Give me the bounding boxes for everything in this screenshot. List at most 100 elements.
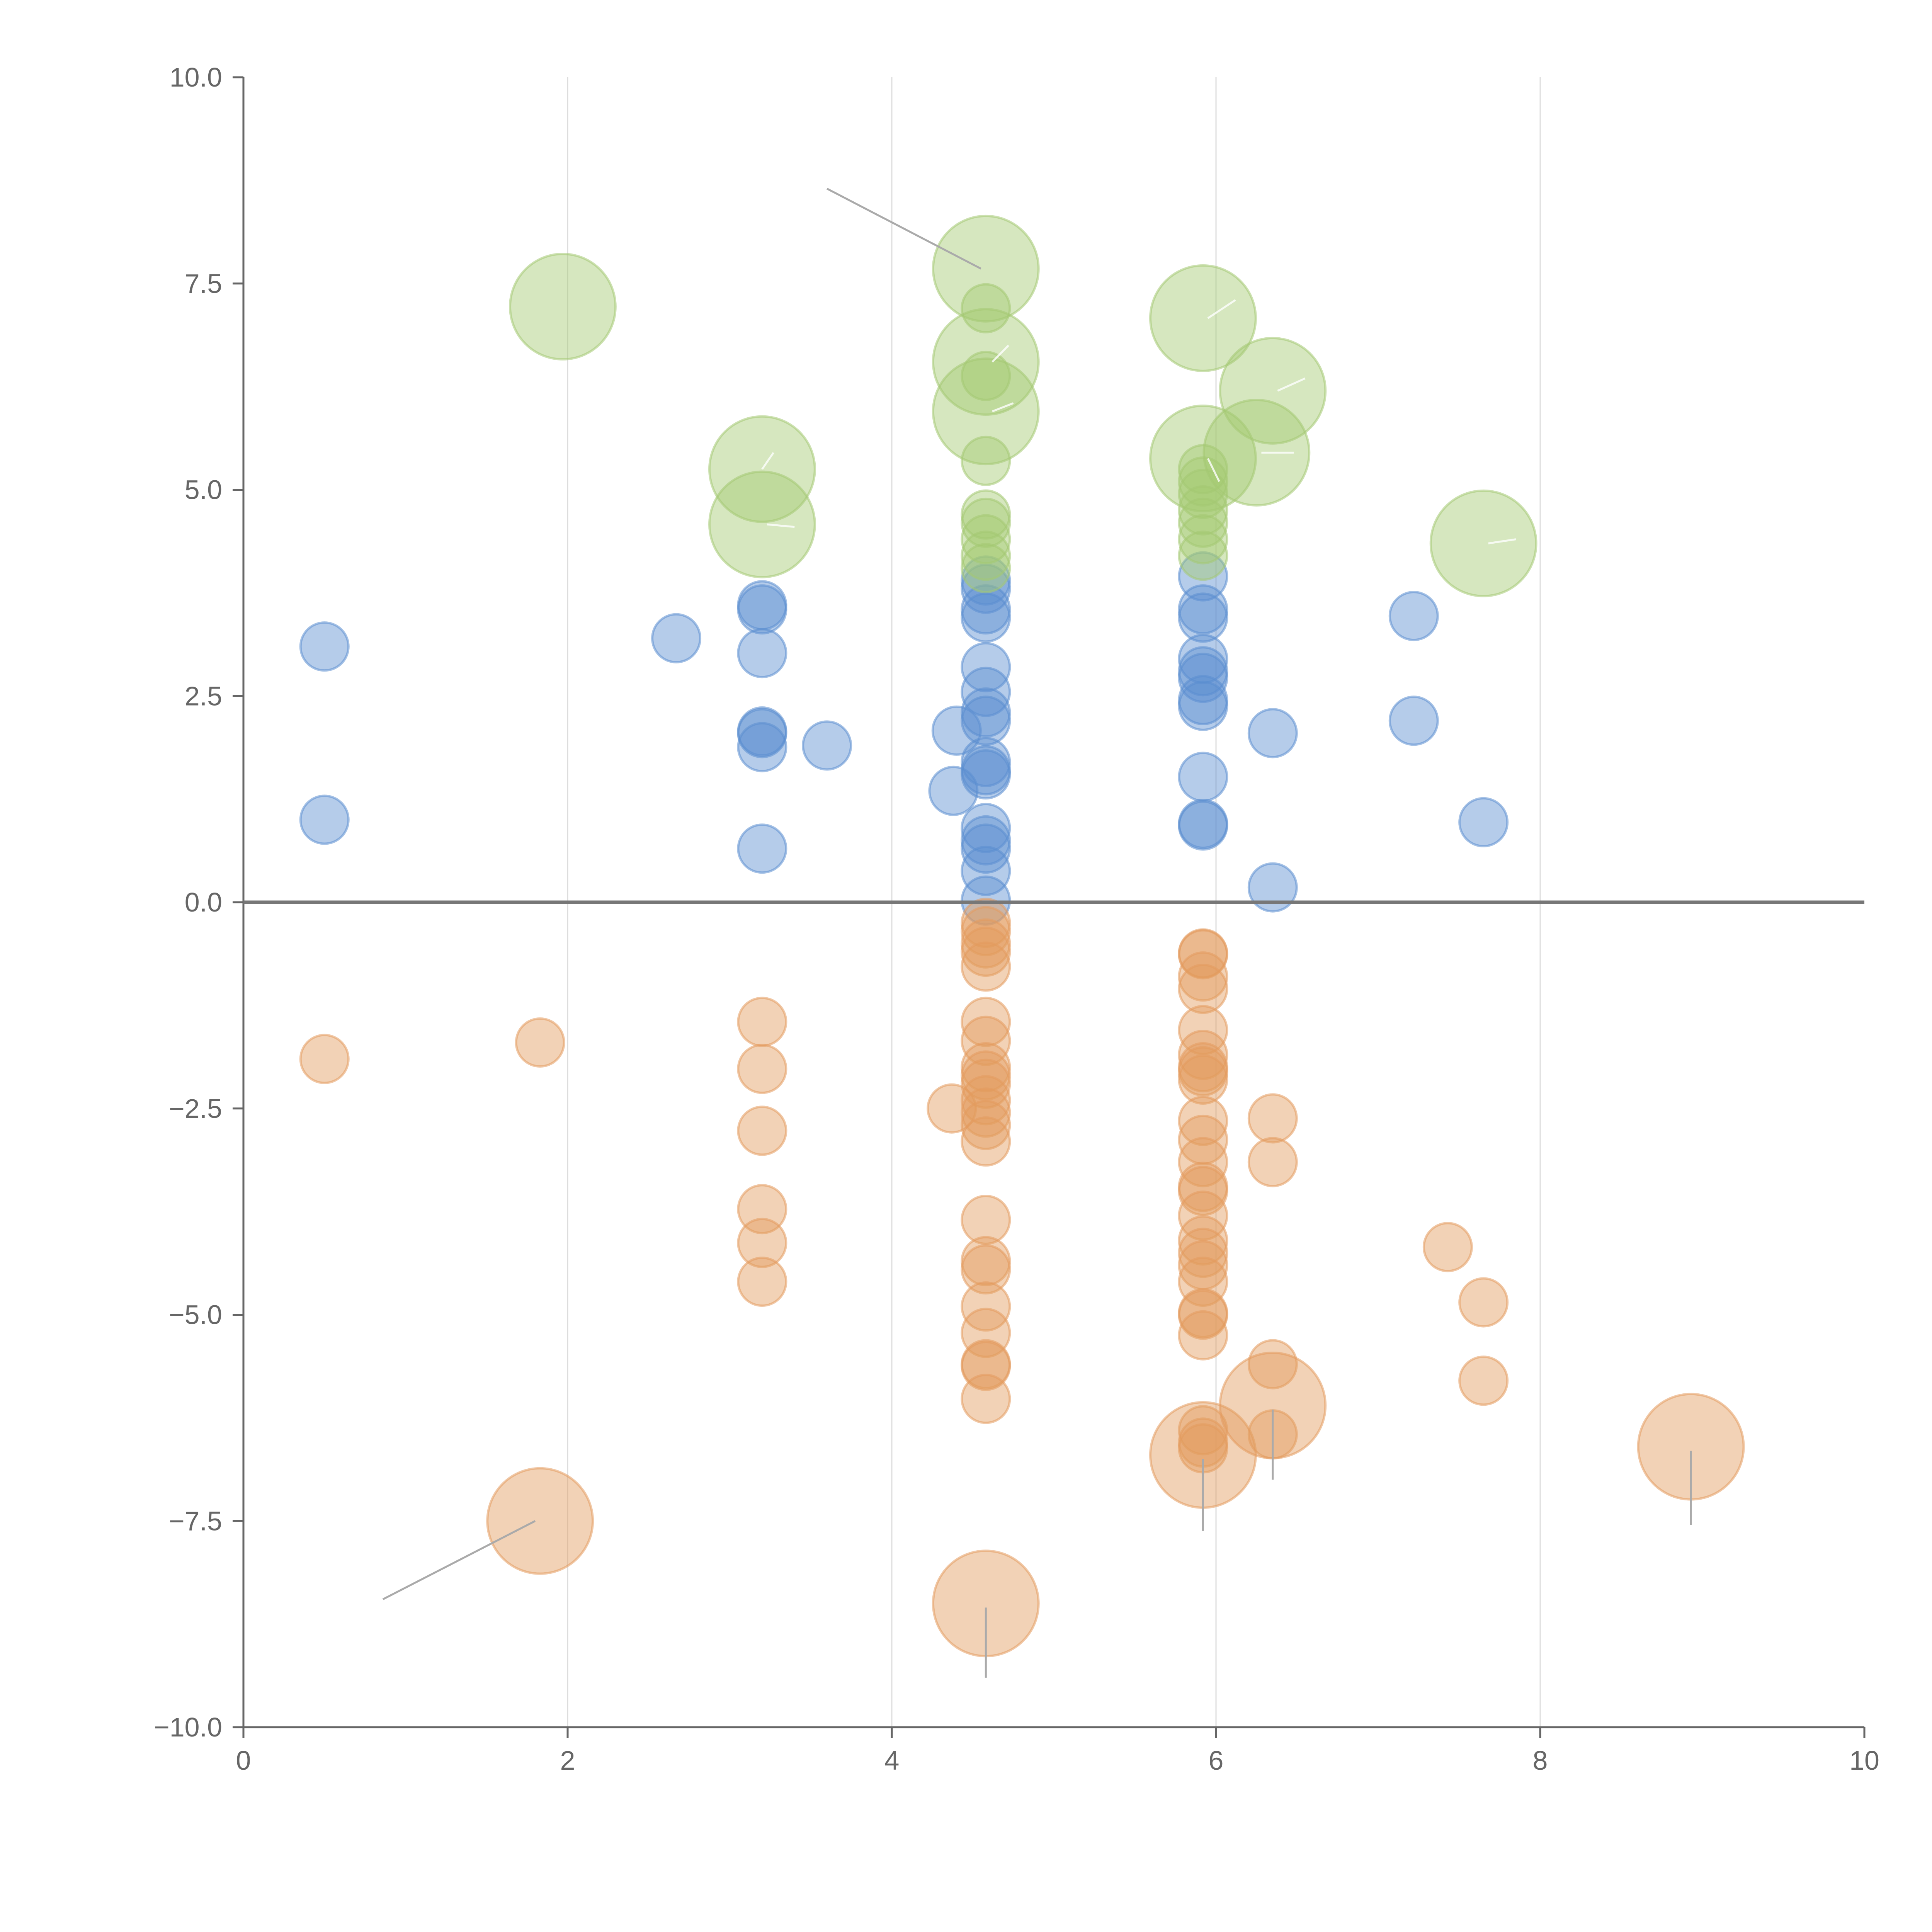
annotation-leader-line xyxy=(767,523,795,528)
y-tick-label: 0.0 xyxy=(185,887,222,917)
blue-point xyxy=(928,765,979,816)
green-point xyxy=(932,357,1040,466)
green-point xyxy=(1178,531,1228,581)
blue-point xyxy=(1388,591,1439,641)
green-point xyxy=(708,470,816,578)
blue-point xyxy=(737,708,787,759)
blue-point xyxy=(299,794,350,845)
orange-point xyxy=(1178,1310,1228,1361)
x-tick-label: 2 xyxy=(560,1745,575,1776)
annotation-leader-line xyxy=(827,188,981,270)
orange-point xyxy=(1422,1222,1473,1272)
orange-point xyxy=(1178,1095,1228,1146)
blue-point xyxy=(961,592,1011,643)
orange-point xyxy=(961,1281,1011,1332)
bubble-layer xyxy=(299,214,1745,1658)
annotation-leader-line xyxy=(1277,377,1306,392)
green-point xyxy=(961,514,1011,565)
annotation-leader-line xyxy=(761,452,774,470)
x-tick-label: 4 xyxy=(884,1745,900,1776)
orange-point xyxy=(961,941,1011,992)
x-tick-label: 10 xyxy=(1849,1745,1879,1776)
annotation-leader-line xyxy=(1207,458,1220,482)
blue-point xyxy=(931,705,982,756)
green-point xyxy=(1149,264,1257,372)
green-point xyxy=(961,531,1011,581)
green-point xyxy=(1178,469,1228,519)
orange-point xyxy=(961,1015,1011,1066)
orange-point xyxy=(1247,1093,1298,1144)
annotation-leader-line xyxy=(992,402,1014,413)
annotation-leader-line xyxy=(1207,299,1236,319)
y-tick-label: 5.0 xyxy=(185,475,222,505)
blue-point xyxy=(1388,696,1439,746)
blue-point xyxy=(651,613,702,663)
blue-point xyxy=(1178,752,1228,802)
orange-point xyxy=(515,1017,565,1068)
blue-point xyxy=(961,667,1011,717)
annotation-leader-line xyxy=(992,345,1009,363)
orange-point xyxy=(961,927,1011,977)
orange-point xyxy=(1458,1355,1509,1406)
y-tick-label: 10.0 xyxy=(170,62,222,92)
green-point xyxy=(961,543,1011,594)
green-point xyxy=(961,350,1011,401)
orange-point xyxy=(961,1194,1011,1245)
green-point xyxy=(1202,399,1311,507)
blue-point xyxy=(961,696,1011,746)
orange-point xyxy=(961,1087,1011,1138)
y-tick-label: −7.5 xyxy=(169,1506,222,1536)
green-point xyxy=(1178,485,1228,536)
green-point xyxy=(509,253,617,361)
green-point xyxy=(1219,337,1327,445)
annotation-leader-line xyxy=(382,1520,536,1600)
y-tick-label: −5.0 xyxy=(169,1300,222,1330)
orange-point xyxy=(1178,929,1228,980)
y-tick-label: 2.5 xyxy=(185,681,222,711)
orange-point xyxy=(737,997,787,1047)
blue-point xyxy=(1178,680,1228,731)
blue-point xyxy=(1178,592,1228,643)
blue-point xyxy=(1247,862,1298,913)
orange-point xyxy=(486,1467,594,1575)
blue-point xyxy=(737,628,787,679)
green-point xyxy=(961,435,1011,486)
orange-point xyxy=(1178,1289,1228,1340)
x-tick-label: 0 xyxy=(236,1745,251,1776)
orange-point xyxy=(961,1058,1011,1109)
y-tick-label: −2.5 xyxy=(169,1094,222,1124)
blue-point xyxy=(802,720,852,771)
y-tick-label: 7.5 xyxy=(185,269,222,299)
orange-point xyxy=(1178,951,1228,1002)
blue-point xyxy=(961,845,1011,896)
orange-point xyxy=(1458,1277,1509,1328)
blue-point xyxy=(961,749,1011,800)
orange-point xyxy=(961,1100,1011,1150)
orange-point xyxy=(737,1257,787,1307)
orange-point xyxy=(961,997,1011,1047)
blue-point xyxy=(961,803,1011,853)
orange-point xyxy=(1178,1054,1228,1105)
green-point xyxy=(932,308,1040,416)
annotation-leader-line xyxy=(1488,538,1516,544)
orange-point xyxy=(737,1218,787,1268)
blue-point xyxy=(1178,653,1228,703)
blue-point xyxy=(737,823,787,874)
blue-point xyxy=(1458,797,1509,847)
orange-point xyxy=(961,906,1011,956)
blue-point xyxy=(1247,708,1298,759)
x-tick-label: 6 xyxy=(1209,1745,1224,1776)
orange-point xyxy=(737,1044,787,1094)
orange-point xyxy=(961,1244,1011,1295)
orange-point xyxy=(1178,1228,1228,1278)
blue-point xyxy=(1178,800,1228,851)
blue-point xyxy=(961,823,1011,874)
orange-point xyxy=(1247,1339,1298,1389)
green-point xyxy=(1429,489,1537,597)
orange-point xyxy=(961,1374,1011,1424)
x-tick-label: 8 xyxy=(1533,1745,1548,1776)
y-tick-label: −10.0 xyxy=(154,1712,222,1742)
green-point xyxy=(932,214,1040,323)
